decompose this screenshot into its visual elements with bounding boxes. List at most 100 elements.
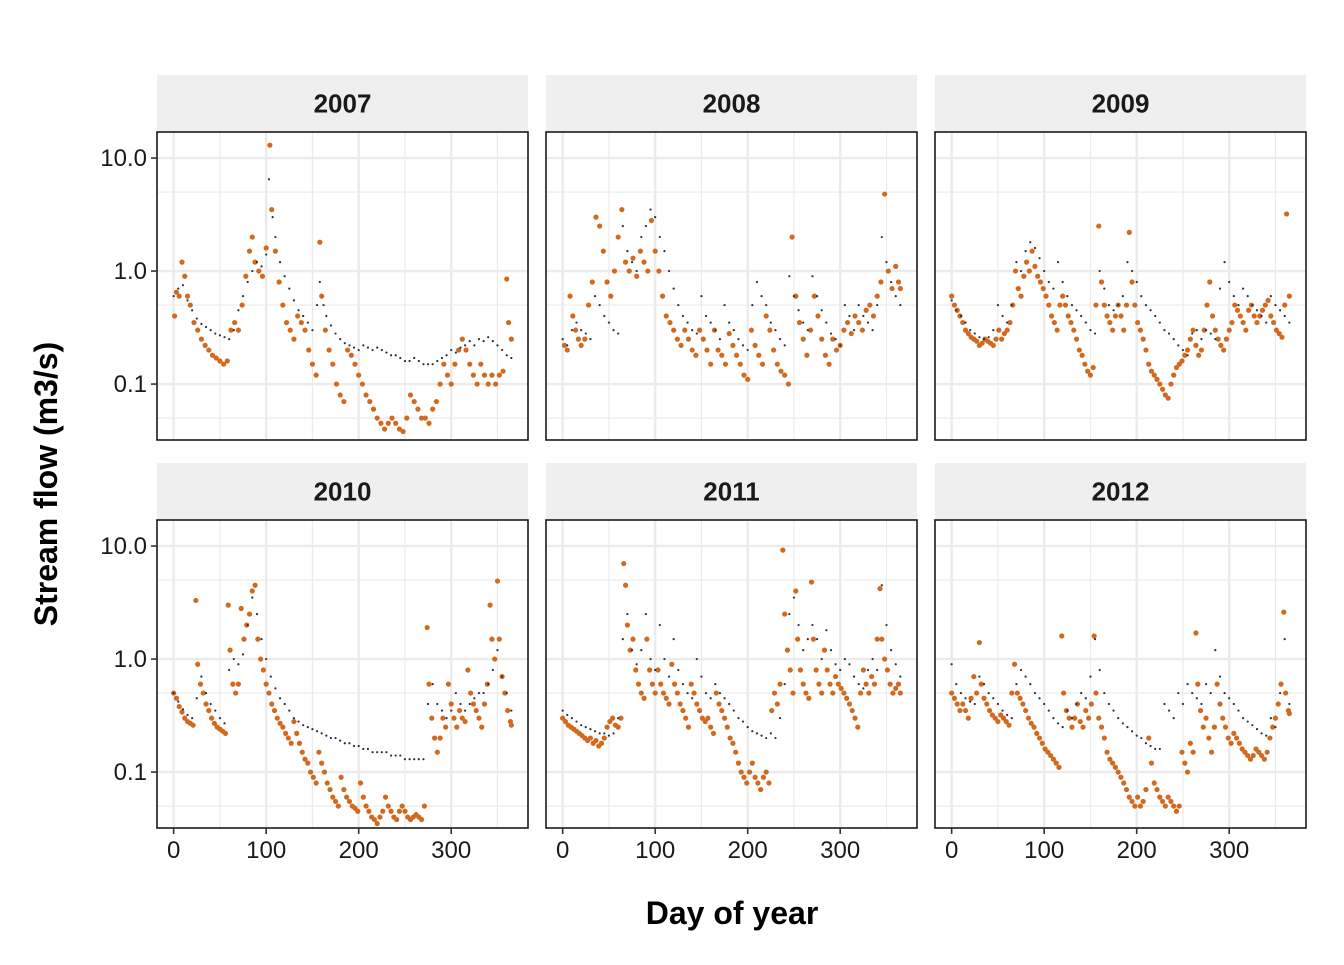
simulated-point <box>376 346 379 349</box>
observed-point <box>1159 798 1166 805</box>
observed-point <box>893 263 899 269</box>
observed-point <box>965 715 971 721</box>
observed-point <box>267 142 273 148</box>
simulated-point <box>672 638 675 641</box>
simulated-point <box>866 321 870 324</box>
observed-point <box>710 730 717 736</box>
simulated-point <box>765 736 768 740</box>
simulated-point <box>1121 295 1124 298</box>
observed-point <box>1217 701 1223 707</box>
panel-border <box>545 131 918 441</box>
observed-point <box>800 336 806 342</box>
y-tick-label: 1.0 <box>114 646 147 673</box>
simulated-point <box>505 354 508 357</box>
observed-point <box>1281 609 1287 615</box>
simulated-point <box>1181 348 1185 352</box>
simulated-point <box>1191 332 1194 335</box>
simulated-point <box>561 338 564 341</box>
observed-point <box>790 690 796 696</box>
simulated-point <box>718 691 722 695</box>
observed-point <box>589 279 595 285</box>
observed-point <box>649 681 655 687</box>
observed-point <box>310 774 316 780</box>
observed-point <box>763 769 769 775</box>
observed-point <box>1146 361 1152 367</box>
observed-point <box>1220 715 1226 721</box>
simulated-point <box>714 683 717 686</box>
simulated-point <box>1084 697 1087 700</box>
simulated-point <box>1158 747 1161 751</box>
simulated-point <box>1056 261 1060 264</box>
simulated-point <box>755 280 759 284</box>
simulated-point <box>385 751 388 754</box>
gridlines <box>157 132 528 440</box>
observed-point <box>879 636 885 642</box>
observed-point <box>1243 327 1249 333</box>
simulated-point <box>181 708 185 711</box>
observed-point <box>1118 774 1124 780</box>
simulated-point <box>880 584 883 587</box>
observed-point <box>1171 372 1177 378</box>
simulated-point <box>214 332 217 335</box>
observed-point <box>835 681 841 687</box>
simulated-point <box>561 709 564 712</box>
observed-point <box>748 327 754 333</box>
observed-point <box>957 707 963 714</box>
observed-point <box>404 415 410 421</box>
observed-point <box>195 661 201 667</box>
observed-point <box>1236 740 1242 746</box>
observed-point <box>1173 808 1180 814</box>
simulated-point <box>829 332 833 335</box>
observed-point <box>285 735 291 741</box>
observed-point <box>1218 342 1224 348</box>
observed-point <box>593 214 599 220</box>
observed-point <box>496 372 502 378</box>
observed-point <box>979 340 985 346</box>
observed-point <box>708 361 714 367</box>
observed-point <box>722 361 729 367</box>
observed-point <box>845 319 851 326</box>
observed-point <box>327 786 333 793</box>
observed-point <box>962 707 969 714</box>
observed-point <box>1098 724 1105 730</box>
facet-panel-2011: 2011 0 100 200 300 <box>545 463 918 864</box>
observed-point <box>1025 715 1032 721</box>
observed-point <box>822 352 829 358</box>
observed-point <box>648 217 655 224</box>
simulated-point <box>1149 744 1152 748</box>
observed-point <box>793 293 799 299</box>
observed-point <box>1048 752 1054 759</box>
observed-point <box>1193 630 1199 636</box>
observed-point <box>360 794 366 800</box>
observed-point <box>1165 794 1171 800</box>
observed-point <box>745 376 751 382</box>
observed-point <box>672 681 678 687</box>
simulated-point <box>468 340 471 343</box>
observed-point <box>1135 794 1141 800</box>
observed-point <box>1065 313 1071 319</box>
simulated-point <box>357 744 360 748</box>
simulated-point <box>1117 717 1120 720</box>
simulated-point <box>1080 691 1083 695</box>
simulated-point <box>209 329 212 332</box>
simulated-point <box>607 734 611 737</box>
observed-point <box>767 327 773 333</box>
observed-point <box>895 681 902 687</box>
simulated-point <box>1163 702 1166 706</box>
simulated-point <box>269 675 272 678</box>
simulated-point <box>450 709 453 712</box>
simulated-point <box>677 668 680 672</box>
observed-point <box>682 327 688 333</box>
observed-point <box>1062 302 1069 308</box>
simulated-point <box>612 329 615 332</box>
observed-point <box>680 707 686 714</box>
observed-point <box>1012 268 1019 274</box>
simulated-point <box>394 754 397 757</box>
simulated-point <box>267 178 271 181</box>
simulated-point <box>417 758 420 761</box>
simulated-point <box>964 697 967 700</box>
simulated-point <box>950 299 953 302</box>
observed-point <box>295 313 301 319</box>
simulated-point <box>1130 730 1134 733</box>
observed-point <box>561 342 568 348</box>
